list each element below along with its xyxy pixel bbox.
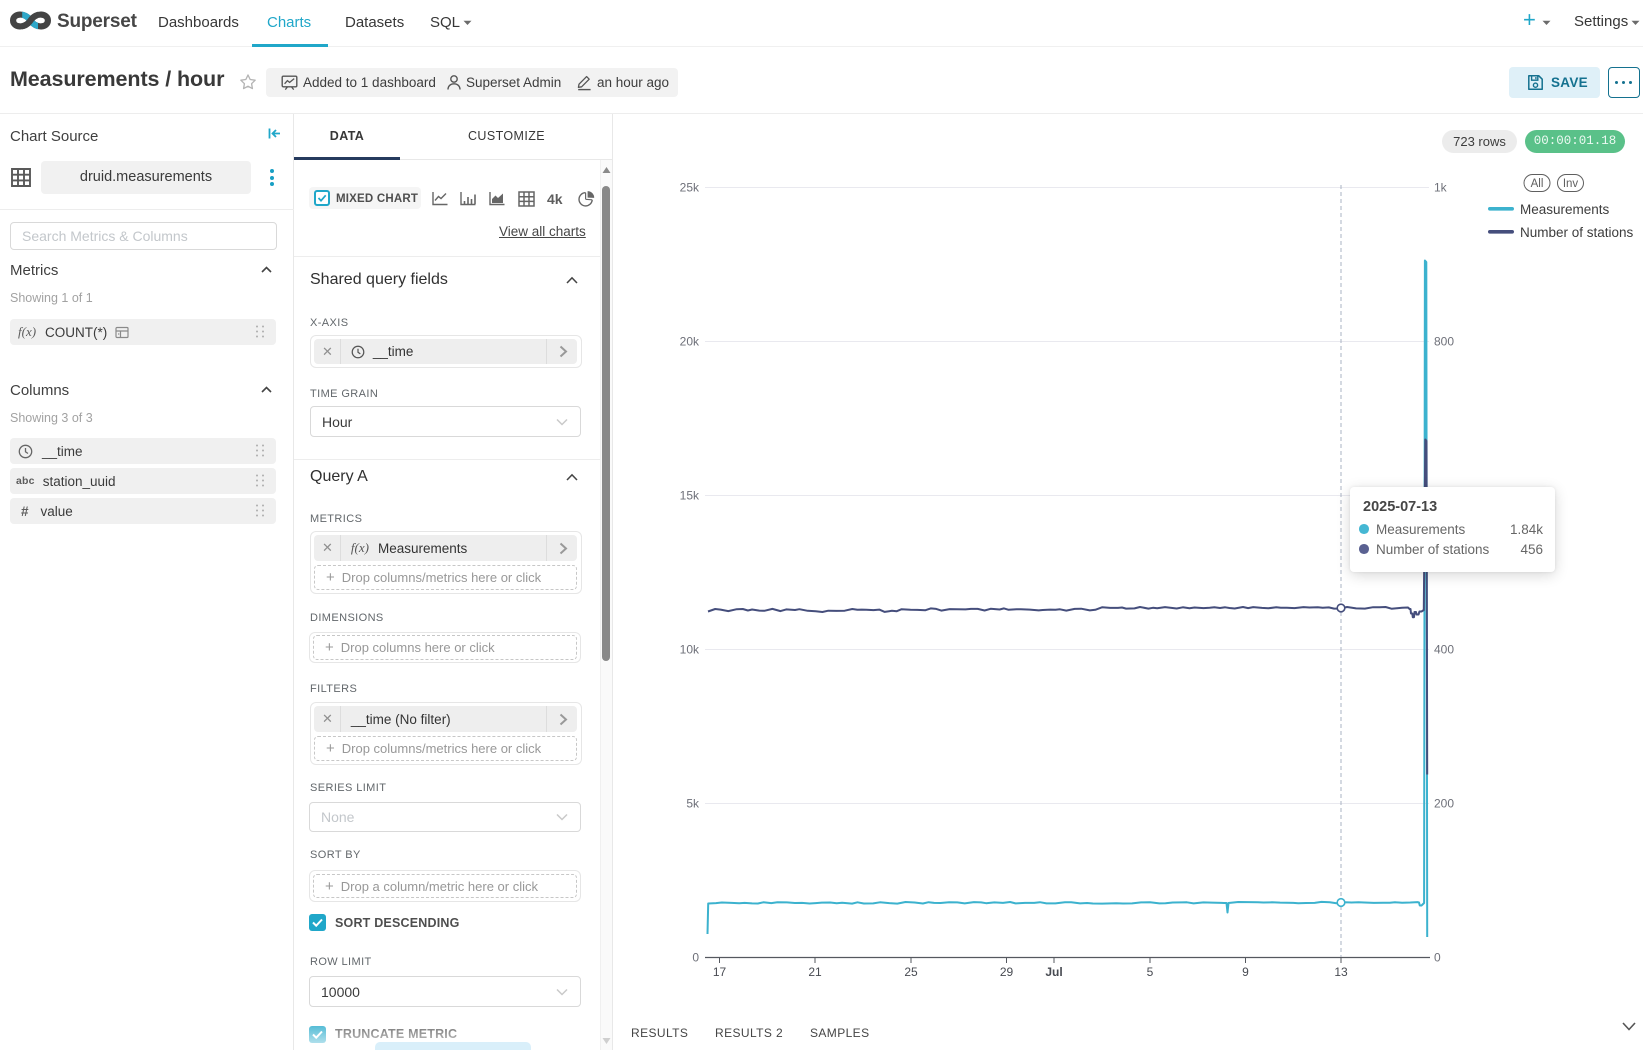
svg-text:Inv: Inv [1563,178,1579,190]
svg-text:13: 13 [1334,965,1348,979]
svg-text:All: All [1531,178,1544,190]
svg-text:5: 5 [1147,965,1154,979]
svg-text:Jul: Jul [1045,965,1062,979]
svg-text:800: 800 [1434,335,1454,349]
svg-text:200: 200 [1434,797,1454,811]
svg-text:25: 25 [904,965,918,979]
svg-text:1k: 1k [1434,181,1448,195]
svg-text:29: 29 [1000,965,1014,979]
svg-text:0: 0 [692,951,699,965]
svg-text:5k: 5k [686,797,700,811]
svg-text:20k: 20k [680,335,700,349]
svg-text:Number of stations: Number of stations [1520,225,1634,240]
svg-text:9: 9 [1242,965,1249,979]
svg-text:Measurements: Measurements [1520,202,1610,217]
svg-text:17: 17 [713,965,727,979]
svg-text:10k: 10k [680,643,700,657]
svg-text:400: 400 [1434,643,1454,657]
svg-text:0: 0 [1434,951,1441,965]
svg-text:21: 21 [808,965,822,979]
svg-text:15k: 15k [680,489,700,503]
svg-text:25k: 25k [680,181,700,195]
